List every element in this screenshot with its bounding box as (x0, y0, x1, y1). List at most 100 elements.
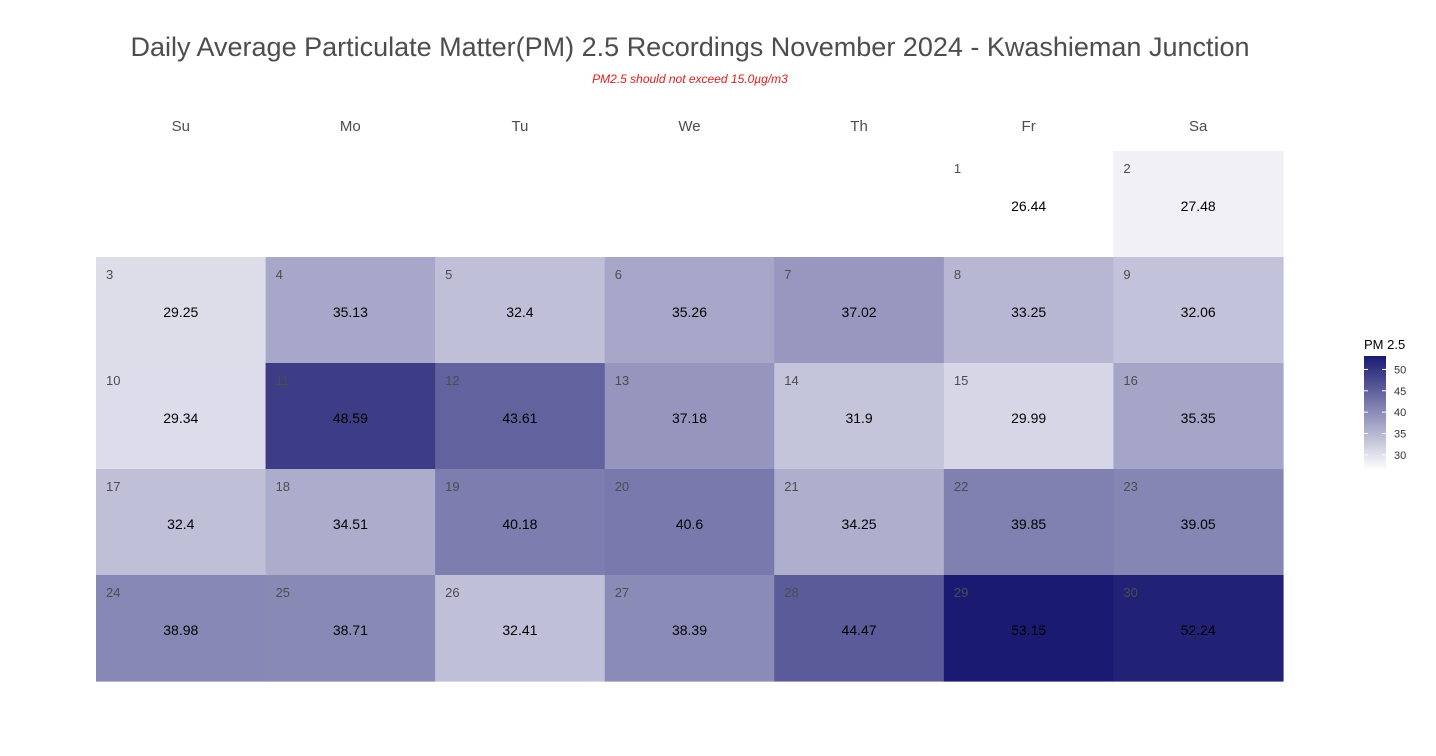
day-number: 9 (1123, 267, 1130, 282)
day-cell-tile (1113, 151, 1284, 258)
day-cell: 17 32.4 (96, 469, 267, 576)
day-cell-tile (774, 575, 945, 682)
day-number: 2 (1123, 161, 1130, 176)
weekday-label: Th (850, 118, 868, 135)
day-number: 7 (784, 267, 791, 282)
day-number: 14 (784, 373, 798, 388)
day-cell-tile (604, 469, 775, 576)
day-cell-tile (604, 257, 775, 364)
day-value-label: 38.39 (672, 622, 707, 638)
day-number: 28 (784, 585, 798, 600)
day-cell-tile (435, 575, 606, 682)
weekday-label: Fr (1022, 118, 1036, 135)
day-value-label: 34.51 (333, 516, 368, 532)
day-value-label: 31.9 (845, 410, 872, 426)
day-value-label: 32.06 (1181, 304, 1216, 320)
day-value-label: 53.15 (1011, 622, 1046, 638)
day-cell: 15 29.99 (943, 363, 1115, 470)
day-value-label: 43.61 (502, 410, 537, 426)
weekday-label: Su (172, 118, 190, 135)
day-cell: 16 35.35 (1113, 363, 1284, 470)
day-cell-tile (435, 257, 606, 364)
day-value-label: 26.44 (1011, 198, 1046, 214)
day-number: 18 (276, 479, 290, 494)
day-number: 19 (445, 479, 459, 494)
weekday-label: Sa (1189, 118, 1208, 135)
day-cell-tile (265, 257, 436, 364)
legend-tick-label: 50 (1394, 364, 1406, 376)
day-value-label: 32.4 (506, 304, 533, 320)
day-number: 10 (106, 373, 120, 388)
calendar-grid: 126.44227.48329.25435.13532.4635.26737.0… (96, 151, 1284, 682)
day-cell: 11 48.59 (265, 363, 436, 470)
day-cell-tile (1113, 575, 1284, 682)
day-value-label: 35.26 (672, 304, 707, 320)
legend-tick-label: 45 (1394, 386, 1406, 398)
day-value-label: 29.99 (1011, 410, 1046, 426)
legend-tick-label: 35 (1394, 428, 1406, 440)
day-cell-tile (265, 575, 436, 682)
day-number: 27 (615, 585, 629, 600)
day-value-label: 32.41 (502, 622, 537, 638)
day-number: 12 (445, 373, 459, 388)
day-cell: 22 39.85 (943, 469, 1115, 576)
day-cell: 532.4 (435, 257, 606, 364)
day-value-label: 34.25 (842, 516, 877, 532)
day-cell-tile (943, 363, 1115, 470)
day-cell: 13 37.18 (604, 363, 775, 470)
day-value-label: 37.02 (842, 304, 877, 320)
day-number: 25 (276, 585, 290, 600)
day-cell-tile (1113, 257, 1284, 364)
day-cell: 10 29.34 (96, 363, 267, 470)
day-cell-tile (96, 257, 267, 364)
day-cell-tile (435, 363, 606, 470)
day-value-label: 40.6 (676, 516, 703, 532)
weekday-header: Su Mo Tu We Th Fr Sa (172, 118, 1208, 135)
day-value-label: 32.4 (167, 516, 194, 532)
day-value-label: 35.35 (1181, 410, 1216, 426)
day-cell-tile (943, 151, 1115, 258)
weekday-label: Tu (511, 118, 528, 135)
day-number: 13 (615, 373, 629, 388)
day-number: 29 (954, 585, 968, 600)
day-number: 24 (106, 585, 120, 600)
day-number: 21 (784, 479, 798, 494)
legend-tick-label: 40 (1394, 407, 1406, 419)
day-number: 4 (276, 267, 283, 282)
day-cell: 635.26 (604, 257, 775, 364)
legend-tick-label: 30 (1394, 450, 1406, 462)
weekday-label: We (678, 118, 700, 135)
day-number: 6 (615, 267, 622, 282)
day-cell: 27 38.39 (604, 575, 775, 682)
day-cell-tile (774, 469, 945, 576)
day-value-label: 38.71 (333, 622, 368, 638)
day-number: 8 (954, 267, 961, 282)
day-cell: 21 34.25 (774, 469, 945, 576)
day-cell: 19 40.18 (435, 469, 606, 576)
chart-subtitle: PM2.5 should not exceed 15.0µg/m3 (592, 72, 788, 86)
day-cell: 23 39.05 (1113, 469, 1284, 576)
day-cell: 329.25 (96, 257, 267, 364)
day-value-label: 37.18 (672, 410, 707, 426)
day-value-label: 44.47 (842, 622, 877, 638)
day-cell-tile (774, 363, 945, 470)
day-number: 17 (106, 479, 120, 494)
day-value-label: 35.13 (333, 304, 368, 320)
day-cell: 25 38.71 (265, 575, 436, 682)
day-cell: 12 43.61 (435, 363, 606, 470)
chart-title: Daily Average Particulate Matter(PM) 2.5… (130, 32, 1250, 62)
day-cell-tile (943, 575, 1115, 682)
day-number: 1 (954, 161, 961, 176)
day-number: 20 (615, 479, 629, 494)
day-cell: 28 44.47 (774, 575, 945, 682)
day-cell-tile (1113, 363, 1284, 470)
day-cell-tile (943, 469, 1115, 576)
weekday-label: Mo (340, 118, 361, 135)
day-number: 23 (1123, 479, 1137, 494)
day-cell: 833.25 (943, 257, 1115, 364)
day-cell-tile (943, 257, 1115, 364)
day-cell-tile (1113, 469, 1284, 576)
day-number: 30 (1123, 585, 1137, 600)
day-cell-tile (774, 257, 945, 364)
